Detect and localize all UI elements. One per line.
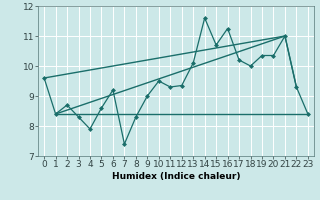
X-axis label: Humidex (Indice chaleur): Humidex (Indice chaleur): [112, 172, 240, 181]
